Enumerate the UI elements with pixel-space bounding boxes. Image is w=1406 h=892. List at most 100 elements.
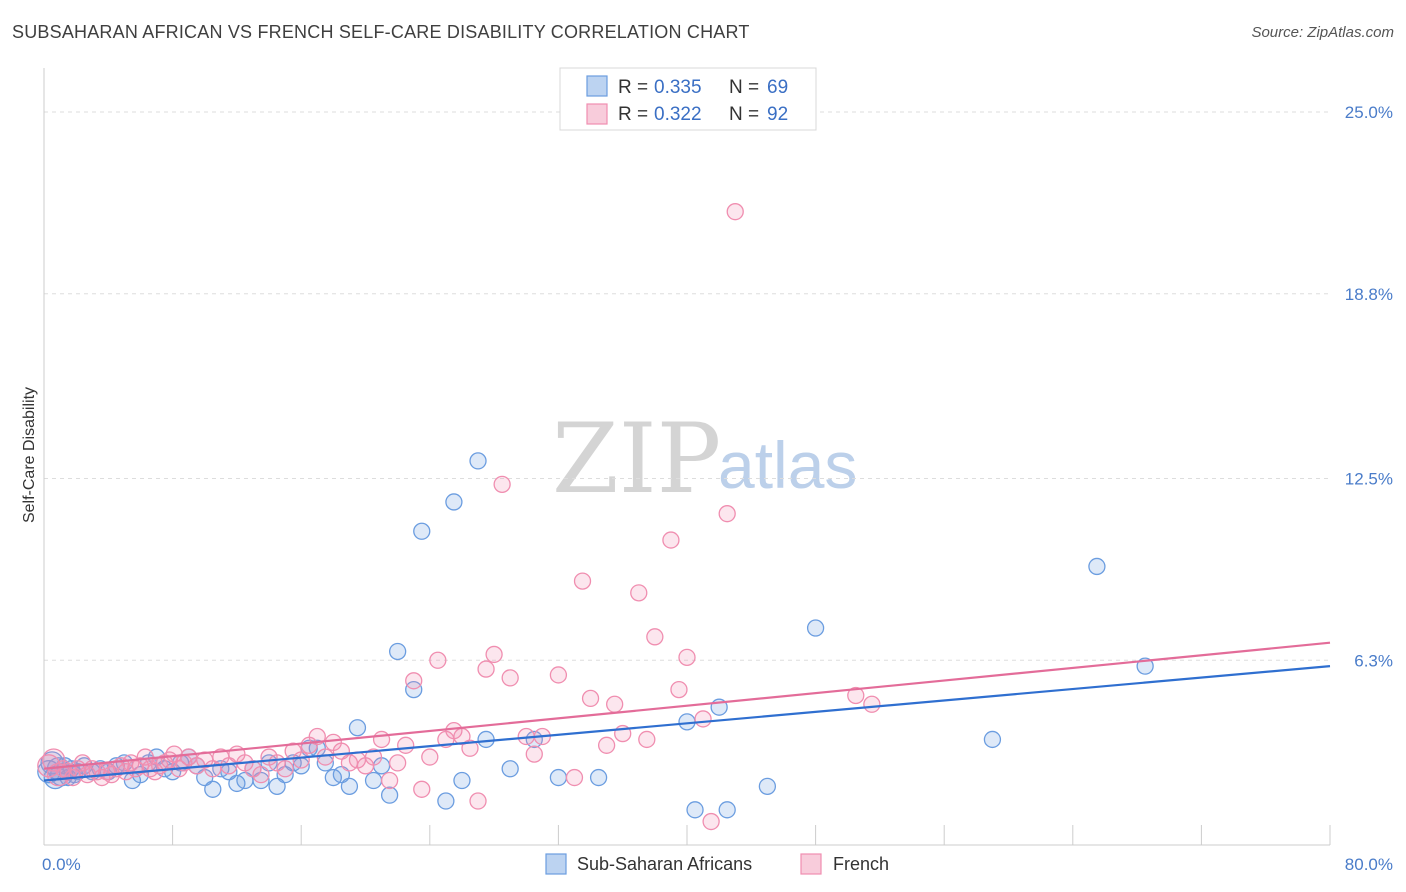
y-tick-label: 18.8% [1345, 285, 1393, 304]
data-point [549, 768, 568, 787]
data-point [718, 505, 736, 523]
gridlines [44, 111, 1330, 661]
data-point [340, 777, 359, 796]
y-tick-label: 6.3% [1354, 651, 1393, 670]
watermark-atlas: atlas [718, 428, 857, 502]
legend-n-value-1: 92 [767, 104, 788, 125]
data-point [493, 475, 511, 494]
data-point [204, 780, 222, 798]
data-point [445, 493, 463, 511]
data-point [380, 786, 399, 804]
points-layer [37, 203, 1154, 831]
data-point [847, 686, 865, 705]
data-point [573, 572, 592, 590]
data-point [469, 452, 487, 470]
bottom-legend: Sub-Saharan Africans French [545, 853, 889, 875]
data-point [268, 777, 286, 796]
bottom-legend-swatch-sub-saharan [545, 853, 567, 875]
chart-title: SUBSAHARAN AFRICAN VS FRENCH SELF-CARE D… [12, 22, 750, 42]
data-point [638, 730, 656, 749]
legend-n-label-0: N = [729, 77, 759, 98]
y-tick-label: 12.5% [1345, 469, 1393, 488]
data-point [670, 680, 688, 699]
data-point [372, 730, 391, 749]
data-point [413, 780, 431, 798]
data-point [662, 531, 680, 549]
y-tick-label: 25.0% [1345, 103, 1393, 122]
watermark: ZIP atlas [552, 403, 857, 515]
legend-n-label-1: N = [729, 104, 759, 125]
x-tick-label: 80.0% [1345, 855, 1393, 874]
data-point [477, 660, 495, 678]
data-point [276, 760, 294, 778]
data-point [437, 792, 455, 810]
data-point [141, 760, 159, 778]
trend-line-french [43, 641, 1331, 770]
data-point [388, 642, 407, 661]
y-axis-title: Self-Care Disability [21, 387, 38, 523]
data-point [292, 751, 310, 769]
data-point [252, 765, 270, 784]
bottom-legend-label-french: French [833, 854, 889, 874]
data-point [252, 771, 270, 790]
data-point [469, 792, 487, 810]
watermark-zip: ZIP [552, 403, 721, 515]
legend-r-label-1: R = [618, 104, 648, 125]
legend-n-value-0: 69 [767, 77, 788, 98]
data-point [485, 645, 503, 664]
x-tick-labels: 0.0% 80.0% [42, 855, 1393, 874]
legend-r-value-1: 0.322 [654, 104, 702, 125]
bottom-legend-swatch-french [800, 853, 822, 875]
series-french-points [37, 203, 881, 831]
data-point [364, 771, 383, 790]
data-point [397, 736, 415, 754]
data-point [686, 801, 704, 819]
legend-swatch-french [586, 103, 608, 125]
trend-layer [43, 641, 1331, 782]
data-point [630, 584, 648, 602]
data-point [581, 689, 600, 708]
data-point [702, 812, 720, 831]
data-point [348, 719, 367, 737]
x-tick-label: 0.0% [42, 855, 81, 874]
data-point [597, 736, 616, 754]
data-point [364, 748, 383, 766]
data-point [413, 522, 431, 540]
data-point [589, 768, 608, 787]
data-point [549, 666, 568, 684]
data-point [421, 748, 439, 766]
data-point [429, 651, 447, 669]
data-point [983, 730, 1002, 749]
data-point [863, 695, 881, 713]
data-point [606, 695, 624, 713]
data-point [1088, 557, 1106, 576]
bottom-legend-label-sub-saharan: Sub-Saharan Africans [577, 854, 752, 874]
data-point [388, 754, 407, 772]
data-point [405, 680, 423, 699]
y-tick-labels: 6.3% 12.5% 18.8% 25.0% [1345, 103, 1393, 670]
data-point [380, 771, 399, 790]
top-legend-box [559, 67, 817, 131]
data-point [405, 672, 423, 690]
data-point [646, 628, 664, 646]
data-point [453, 771, 471, 790]
legend-r-value-0: 0.335 [654, 77, 702, 98]
data-point [806, 619, 825, 637]
data-point [41, 748, 66, 772]
data-point [461, 739, 479, 757]
data-point [718, 801, 736, 819]
data-point [565, 768, 584, 787]
data-point [758, 777, 777, 796]
data-point [678, 648, 696, 666]
trend-line-sub-saharan [43, 665, 1331, 782]
data-point [501, 669, 519, 687]
data-point [276, 765, 294, 784]
data-point [525, 745, 543, 763]
data-point [477, 730, 495, 749]
axes [43, 68, 1331, 846]
data-point [501, 760, 519, 778]
data-point [131, 757, 150, 775]
legend-swatch-sub-saharan [586, 75, 608, 97]
chart-source: Source: ZipAtlas.com [1251, 24, 1394, 41]
